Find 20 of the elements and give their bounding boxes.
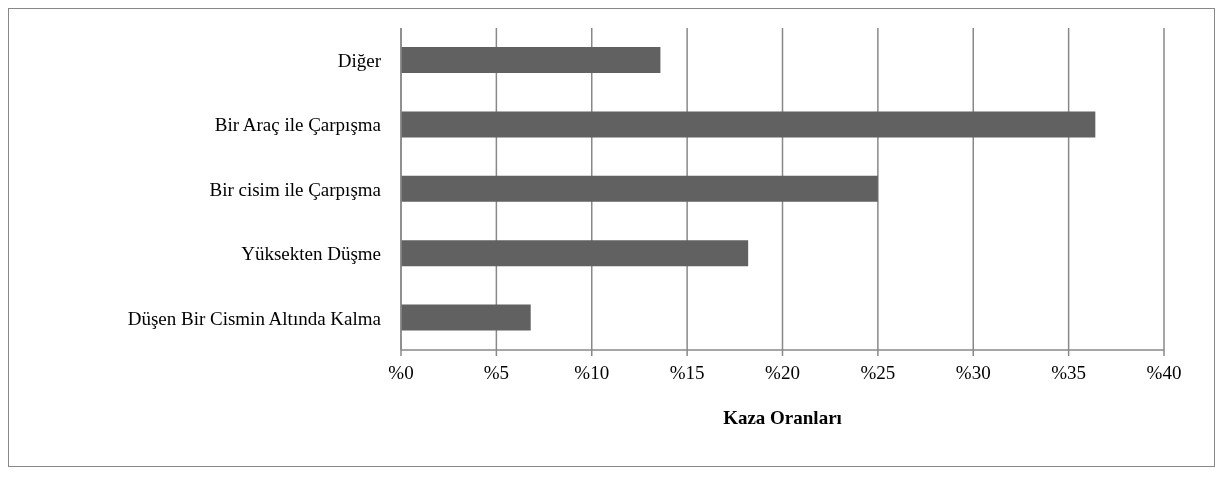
bar [401, 304, 531, 331]
y-tick-label: Bir cisim ile Çarpışma [209, 178, 382, 200]
y-tick-label: Düşen Bir Cismin Altında Kalma [127, 307, 382, 329]
x-tick-label: %40 [1146, 362, 1182, 384]
x-tick-label: %15 [669, 362, 705, 384]
y-tick-label: Yüksekten Düşme [241, 243, 381, 265]
x-tick-label: %5 [483, 362, 510, 384]
y-tick-label: Bir Araç ile Çarpışma [214, 114, 382, 136]
x-tick-label: %35 [1051, 362, 1087, 384]
x-tick-label: %20 [765, 362, 800, 384]
x-tick-label: %0 [388, 362, 414, 384]
bar [401, 111, 1096, 138]
bar [401, 175, 878, 202]
x-tick-label: %30 [955, 362, 991, 384]
y-tick-label: Diğer [337, 49, 382, 71]
x-tick-label: %10 [574, 362, 610, 384]
x-axis-title: Kaza Oranları [723, 407, 842, 428]
bar [401, 240, 749, 267]
x-tick-label: %25 [860, 362, 896, 384]
bar [401, 47, 661, 73]
